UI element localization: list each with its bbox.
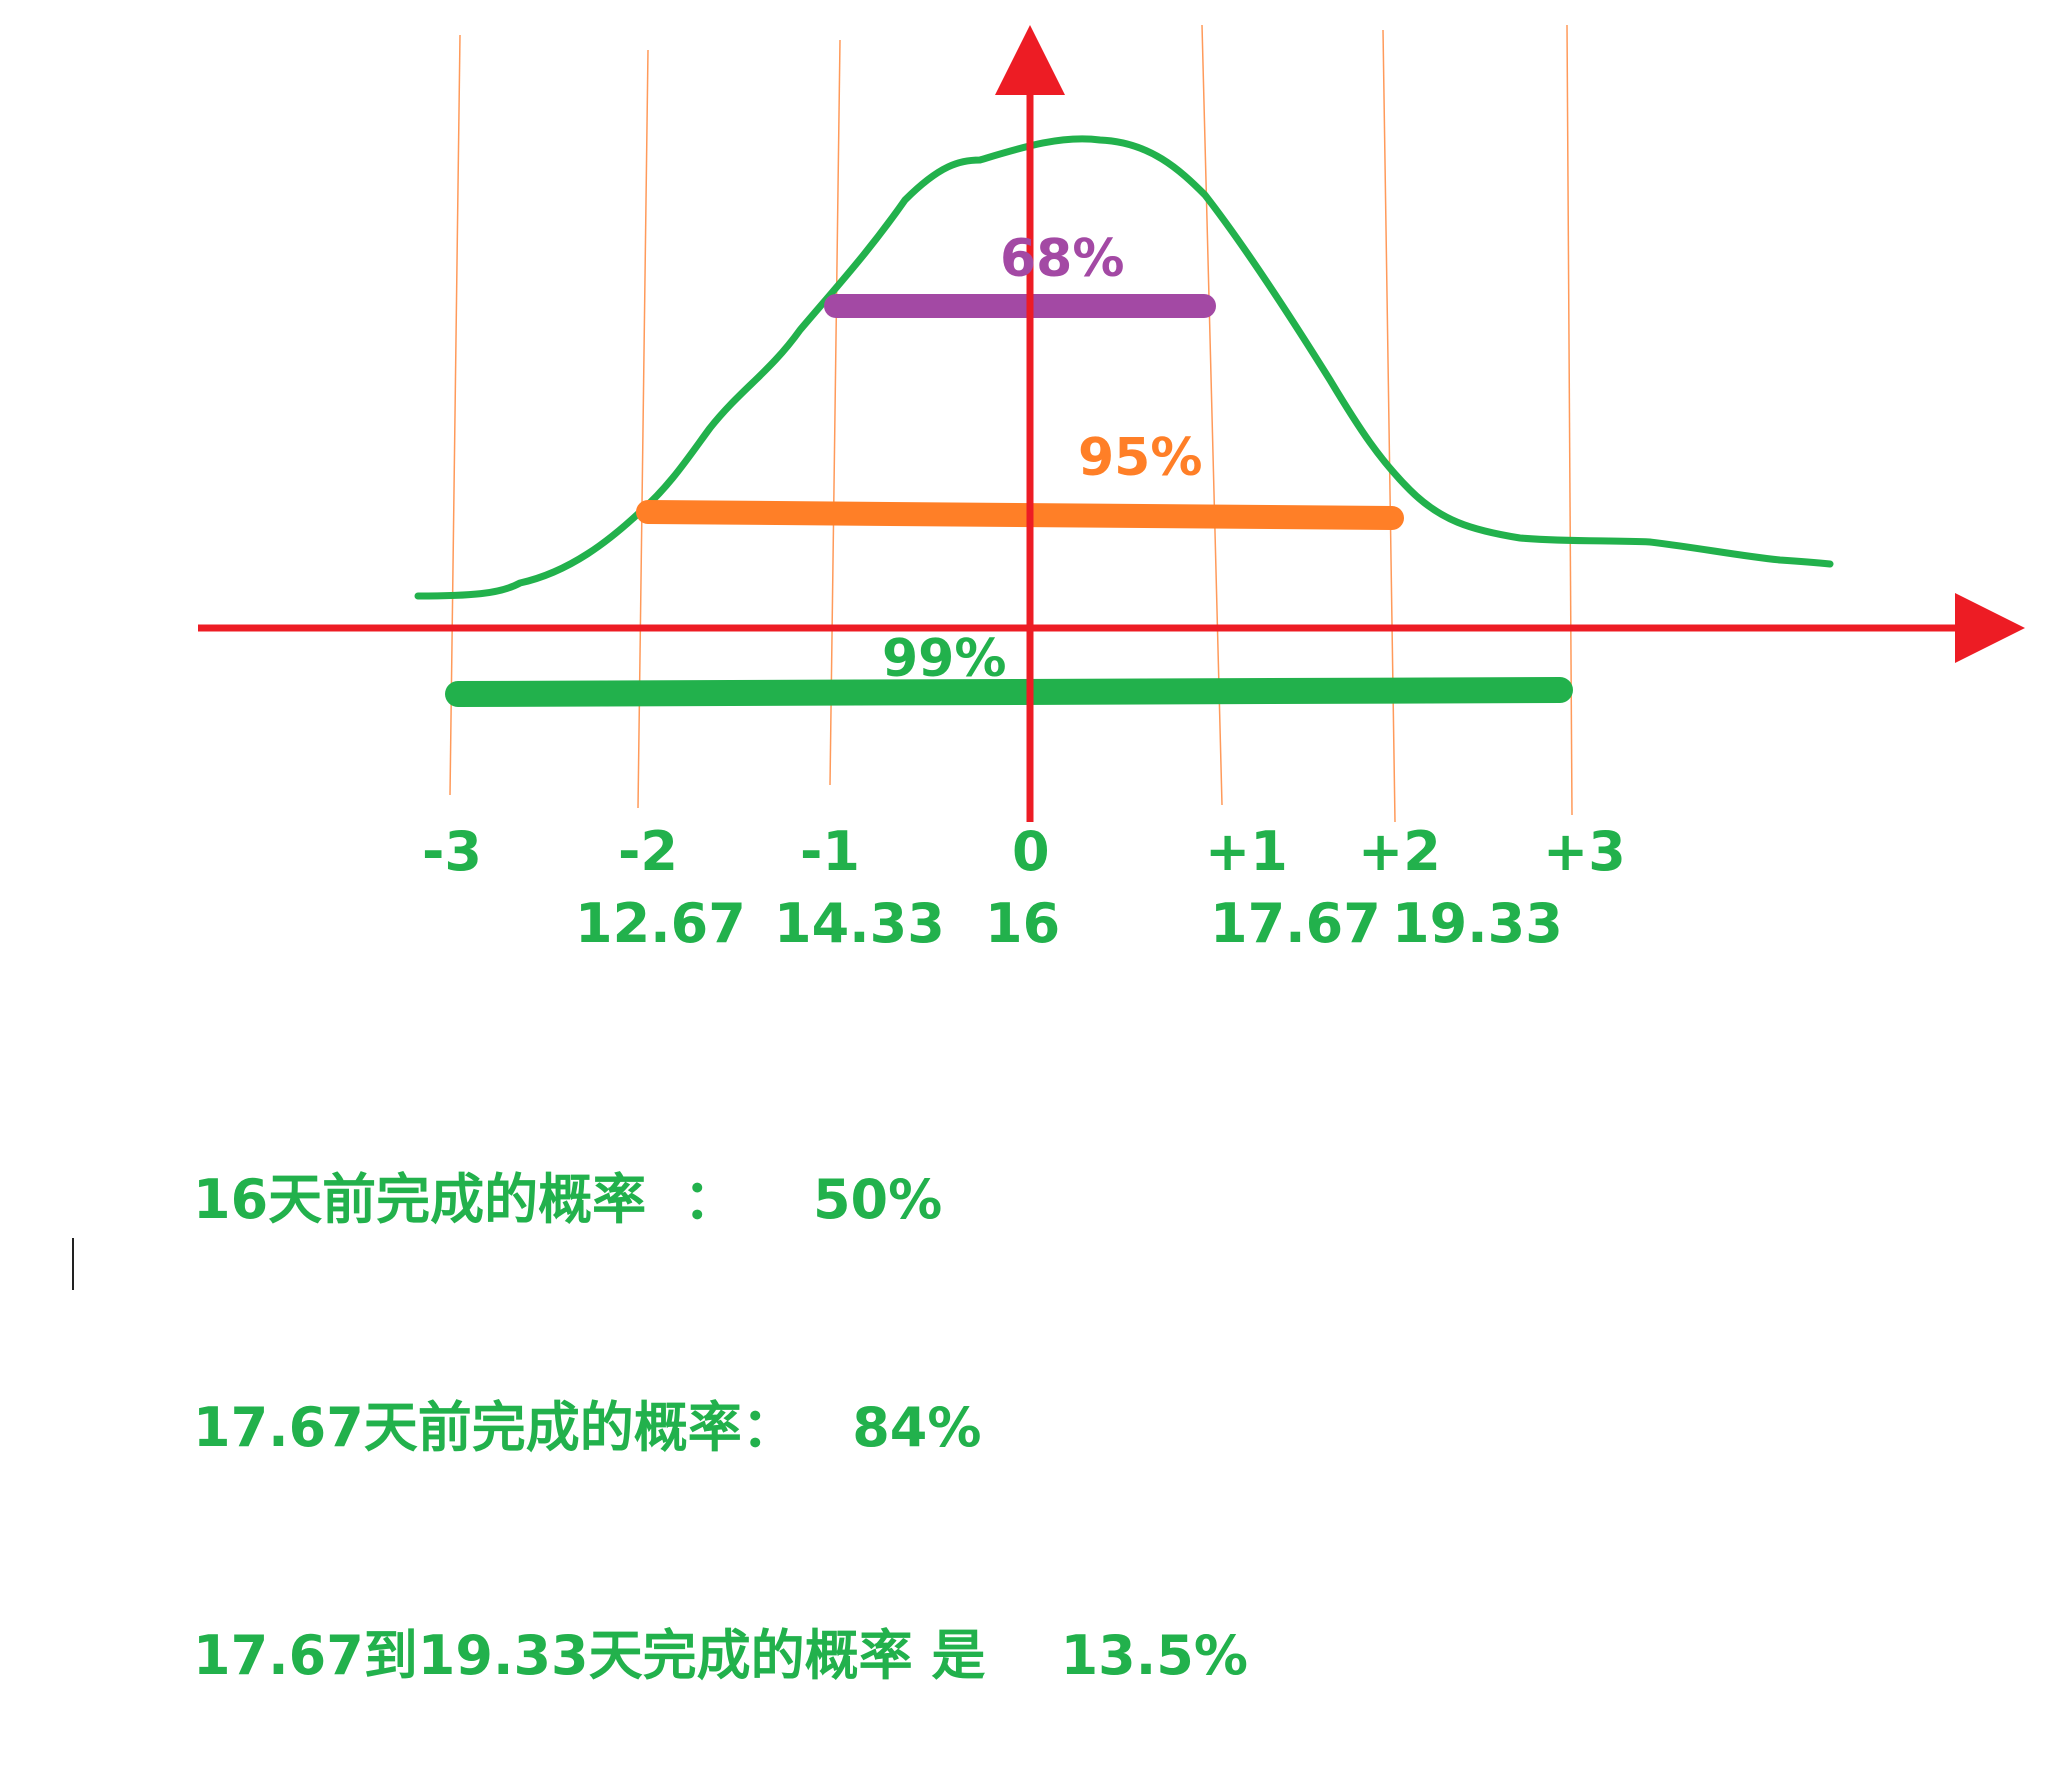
sigma-label: +2 [1358,820,1441,883]
probability-notes: 16天前完成的概率 ： 50% 17.67天前完成的概率： 84% 17.67到… [193,1010,1248,1770]
note-line: 16天前完成的概率 ： 50% [193,1168,943,1231]
band-95-label: 95% [1078,428,1202,488]
sigma-label: -2 [618,820,678,883]
sigma-guides [449,24,1573,823]
band-99-bar [445,677,1573,707]
text-cursor [72,1238,74,1290]
note-line: 17.67到19.33天完成的概率 是 13.5% [193,1624,1248,1687]
band-68-label: 68% [1000,229,1124,289]
value-label: 12.67 [575,892,746,955]
value-labels: 12.67 14.33 16 17.67 19.33 [575,892,1563,955]
sigma-label: -3 [422,820,482,883]
band-99-label: 99% [882,629,1006,689]
sigma-label: +3 [1543,820,1626,883]
sigma-label: +1 [1205,820,1288,883]
sigma-label: 0 [1012,820,1050,883]
value-label: 17.67 [1210,892,1381,955]
guide-minus-1 [829,39,841,786]
value-label: 19.33 [1392,892,1563,955]
note-line: 17.67天前完成的概率： 84% [193,1396,982,1459]
guide-plus-1 [1201,24,1223,806]
sigma-label: -1 [800,820,860,883]
value-label: 14.33 [774,892,945,955]
band-95-bar [636,500,1404,530]
guide-plus-3 [1566,24,1573,816]
guide-minus-3 [449,34,461,796]
sigma-tick-labels: -3 -2 -1 0 +1 +2 +3 [422,820,1626,883]
normal-distribution-diagram: 68% 95% 99% -3 -2 -1 0 +1 +2 +3 12.67 14… [198,24,2025,955]
value-label: 16 [985,892,1060,955]
bell-curve [414,135,1834,600]
